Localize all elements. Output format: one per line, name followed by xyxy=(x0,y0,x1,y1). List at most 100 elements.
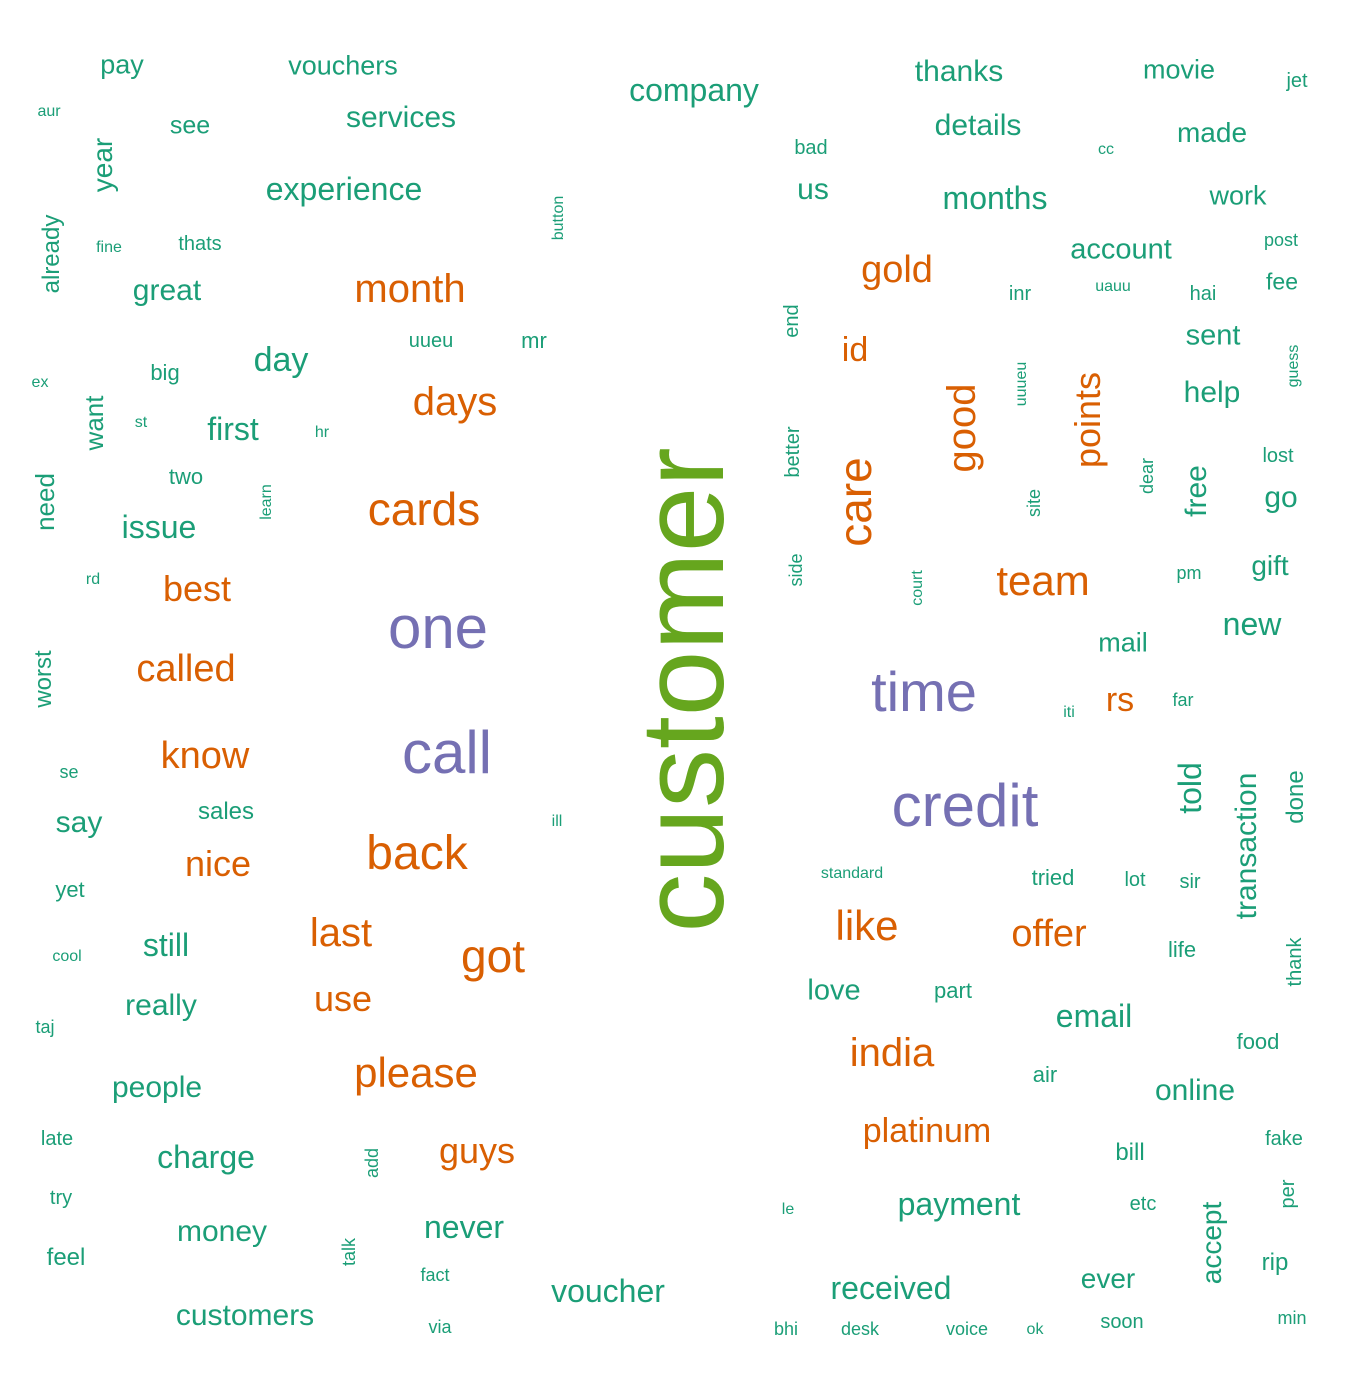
word-better: better xyxy=(783,426,803,477)
word-like: like xyxy=(835,905,898,947)
word-button: button xyxy=(551,196,567,240)
word-day: day xyxy=(254,343,309,377)
word-st: st xyxy=(135,415,147,431)
word-mail: mail xyxy=(1098,630,1148,657)
word-services: services xyxy=(346,103,456,133)
word-customer: customer xyxy=(624,447,742,932)
word-id: id xyxy=(842,333,868,367)
word-big: big xyxy=(150,362,179,384)
word-fee: fee xyxy=(1266,271,1298,294)
word-bill: bill xyxy=(1115,1141,1144,1165)
word-jet: jet xyxy=(1286,71,1307,91)
word-vouchers: vouchers xyxy=(288,53,398,80)
word-movie: movie xyxy=(1143,57,1215,84)
word-iti: iti xyxy=(1063,705,1075,721)
word-experience: experience xyxy=(266,173,423,205)
word-really: really xyxy=(125,991,197,1021)
word-year: year xyxy=(89,138,117,192)
word-part: part xyxy=(934,980,972,1002)
word-cc: cc xyxy=(1098,142,1114,158)
word-hai: hai xyxy=(1190,284,1217,304)
word-great: great xyxy=(133,276,201,306)
word-new: new xyxy=(1223,608,1282,640)
word-gift: gift xyxy=(1251,552,1288,580)
word-far: far xyxy=(1172,691,1193,709)
word-made: made xyxy=(1177,119,1247,147)
word-cards: cards xyxy=(368,486,480,532)
word-thats: thats xyxy=(178,234,221,254)
word-thank: thank xyxy=(1285,938,1305,987)
word-india: india xyxy=(850,1033,935,1073)
word-rs: rs xyxy=(1106,683,1134,717)
word-bad: bad xyxy=(794,138,827,158)
word-months: months xyxy=(943,182,1048,214)
word-know: know xyxy=(161,737,250,775)
word-rd: rd xyxy=(86,572,100,588)
word-month: month xyxy=(354,269,465,309)
word-details: details xyxy=(935,111,1022,141)
word-people: people xyxy=(112,1073,202,1103)
word-tried: tried xyxy=(1032,867,1075,889)
word-pm: pm xyxy=(1176,564,1201,582)
word-back: back xyxy=(366,830,467,878)
word-uuueu: uuueu xyxy=(1014,362,1030,407)
word-se: se xyxy=(59,763,78,781)
word-ill: ill xyxy=(552,814,563,830)
word-guys: guys xyxy=(439,1133,515,1169)
word-guess: guess xyxy=(1286,345,1302,388)
word-try: try xyxy=(50,1188,72,1208)
word-ex: ex xyxy=(32,375,49,391)
word-never: never xyxy=(424,1211,504,1243)
word-yet: yet xyxy=(55,879,84,901)
word-email: email xyxy=(1056,1000,1132,1032)
word-uauu: uauu xyxy=(1095,279,1131,295)
word-voucher: voucher xyxy=(551,1275,665,1307)
word-lost: lost xyxy=(1262,446,1293,466)
word-per: per xyxy=(1278,1180,1298,1209)
word-fine: fine xyxy=(96,240,122,256)
word-done: done xyxy=(1284,770,1308,823)
word-nice: nice xyxy=(185,846,251,882)
word-taj: taj xyxy=(35,1018,54,1036)
word-two: two xyxy=(169,466,203,488)
word-dear: dear xyxy=(1138,458,1156,494)
word-soon: soon xyxy=(1100,1312,1143,1332)
word-online: online xyxy=(1155,1076,1235,1106)
word-work: work xyxy=(1209,183,1266,210)
word-post: post xyxy=(1264,231,1298,249)
word-feel: feel xyxy=(47,1246,86,1270)
word-bhi: bhi xyxy=(774,1320,798,1338)
word-points: points xyxy=(1070,372,1106,468)
word-free: free xyxy=(1182,465,1212,517)
word-worst: worst xyxy=(32,650,56,707)
word-lot: lot xyxy=(1124,870,1145,890)
word-sent: sent xyxy=(1186,322,1241,351)
word-via: via xyxy=(428,1318,451,1336)
word-standard: standard xyxy=(821,866,883,882)
word-ever: ever xyxy=(1081,1265,1135,1293)
word-days: days xyxy=(413,382,498,422)
word-customers: customers xyxy=(176,1301,314,1331)
word-already: already xyxy=(40,215,64,294)
word-credit: credit xyxy=(892,776,1039,836)
word-transaction: transaction xyxy=(1232,773,1262,920)
word-one: one xyxy=(388,598,488,658)
word-platinum: platinum xyxy=(863,1114,992,1148)
word-accept: accept xyxy=(1198,1202,1226,1285)
word-aur: aur xyxy=(37,104,60,120)
word-told: told xyxy=(1174,762,1206,814)
word-fact: fact xyxy=(420,1266,449,1284)
word-late: late xyxy=(41,1129,73,1149)
word-cool: cool xyxy=(52,949,81,965)
word-got: got xyxy=(461,933,525,979)
word-site: site xyxy=(1025,489,1043,517)
word-us: us xyxy=(797,175,829,205)
word-uueu: uueu xyxy=(409,331,454,351)
word-le: le xyxy=(782,1202,794,1218)
word-received: received xyxy=(831,1272,952,1304)
word-best: best xyxy=(163,571,231,607)
word-rip: rip xyxy=(1262,1251,1289,1275)
word-talk: talk xyxy=(340,1238,358,1266)
word-court: court xyxy=(910,570,926,606)
